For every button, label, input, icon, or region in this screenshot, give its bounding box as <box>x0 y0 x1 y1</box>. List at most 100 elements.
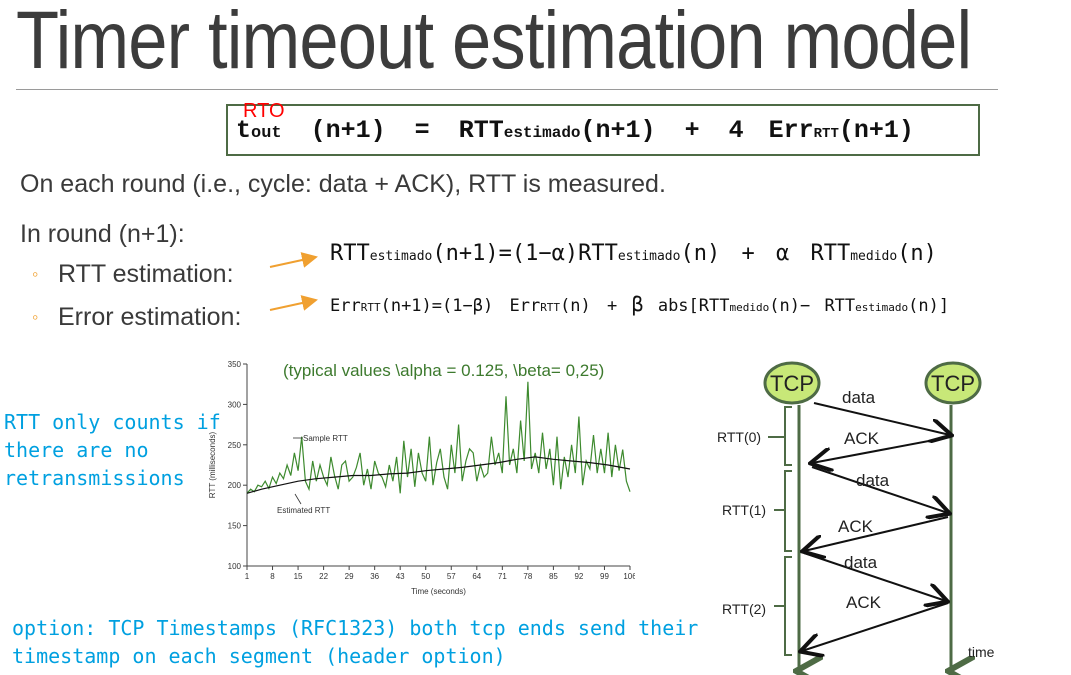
err-abs: abs[RTT <box>657 296 730 316</box>
rtt1-bracket <box>784 470 792 552</box>
x-tick-label: 92 <box>574 572 583 581</box>
err-t3: RTT <box>824 296 856 316</box>
rtt-t2-sub: medido <box>850 249 898 264</box>
err-t3-arg: (n)] <box>908 296 950 316</box>
x-tick-label: 29 <box>345 572 354 581</box>
x-tick-label: 1 <box>245 572 250 581</box>
x-tick-label: 78 <box>523 572 532 581</box>
formula-factor: 4 <box>728 116 744 145</box>
retransmission-note-line: RTT only counts if <box>4 410 221 434</box>
err-lhs-arg: (n+1) <box>380 296 432 316</box>
orange-arrows <box>269 252 318 311</box>
formula-arg1: (n+1) <box>310 116 386 145</box>
err-coef: (1−β) <box>442 296 494 316</box>
err-beta: β <box>631 292 644 316</box>
message-data <box>811 466 948 513</box>
message-data-label: data <box>842 388 876 407</box>
message-ack-label: ACK <box>844 429 880 448</box>
legend-sample-rtt: Sample RTT <box>303 434 348 443</box>
x-tick-label: 43 <box>396 572 405 581</box>
err-t1-arg: (n) <box>560 296 591 316</box>
message-ack <box>812 436 951 463</box>
rtt-estimation-formula: RTTestimado(n+1)=(1−α)RTTestimado(n) + α… <box>330 241 937 266</box>
err-abs-sub: medido <box>729 301 770 314</box>
series-line-estimated-rtt <box>246 456 631 494</box>
y-tick-label: 100 <box>228 562 242 571</box>
chart-annotation: (typical values \alpha = 0.125, \beta= 0… <box>283 361 604 380</box>
x-ticks: 1 8 15 22 29 36 43 50 57 64 71 78 85 92 99 106 <box>245 566 635 581</box>
formula-err-sub: RTT <box>813 126 839 142</box>
x-tick-label: 64 <box>472 572 481 581</box>
timestamps-note: option: TCP Timestamps (RFC1323) both tc… <box>12 614 698 670</box>
x-tick-label: 106 <box>623 572 635 581</box>
rtt-alpha: α <box>775 241 790 266</box>
rtt-t1: RTT <box>578 241 618 266</box>
message-data <box>803 552 946 601</box>
slide-title: Timer timeout estimation model <box>16 0 972 86</box>
arrow-to-err-formula <box>269 295 318 311</box>
x-tick-label: 50 <box>421 572 430 581</box>
formula-plus: + <box>684 116 700 145</box>
timeout-formula-box <box>226 104 980 156</box>
rtt-lhs: RTT <box>330 241 370 266</box>
message-data <box>813 402 950 435</box>
message-data-label: data <box>844 553 878 572</box>
x-tick-label: 99 <box>600 572 609 581</box>
y-tick-label: 150 <box>228 522 242 531</box>
text-line-round-n1: In round (n+1): <box>20 220 185 248</box>
retransmission-note-line: there are no <box>4 438 149 462</box>
bullet-marker-icon: ◦ <box>32 264 39 284</box>
bullet-rtt-estimation: RTT estimation: <box>58 260 234 288</box>
x-tick-label: 15 <box>294 572 303 581</box>
rtt-lhs-sub: estimado <box>369 249 433 264</box>
timestamps-note-line: timestamp on each segment (header option… <box>12 644 506 668</box>
text-line-rounds: On each round (i.e., cycle: data + ACK),… <box>20 170 666 198</box>
x-tick-label: 71 <box>498 572 507 581</box>
rtt2-label: RTT(2) <box>722 601 766 617</box>
time-axis-label: time <box>968 644 995 660</box>
formula-arg3: (n+1) <box>838 116 914 145</box>
rtt0-bracket <box>784 406 792 466</box>
rtt-coef: (1−α) <box>511 241 579 266</box>
tcp-node-right-label: TCP <box>931 371 975 396</box>
y-axis-label: RTT (milliseconds) <box>208 431 217 498</box>
y-tick-label: 250 <box>228 441 242 450</box>
x-tick-label: 85 <box>549 572 558 581</box>
rtt-t2: RTT <box>810 241 851 266</box>
formula-t: t <box>236 116 252 145</box>
error-estimation-formula: ErrRTT(n+1)=(1−β) ErrRTT(n) + β abs[RTTm… <box>330 292 949 316</box>
tcp-node-left-label: TCP <box>770 371 814 396</box>
rtt2-bracket <box>784 556 792 656</box>
estimated-rtt-leader <box>294 493 302 505</box>
rtt0-label: RTT(0) <box>717 429 761 445</box>
retransmission-note-line: retransmissions <box>4 466 185 490</box>
err-abs-mid: (n)− <box>769 296 811 316</box>
x-tick-label: 57 <box>447 572 456 581</box>
rtt-eq: = <box>498 241 512 266</box>
formula-rtt-sub: estimado <box>503 124 581 142</box>
rto-label: RTO <box>243 100 285 122</box>
y-ticks: 100 150 200 250 300 350 <box>228 360 247 571</box>
bullet-error-estimation: Error estimation: <box>58 303 242 331</box>
formula-eq: = <box>414 116 430 145</box>
retransmission-note: RTT only counts if there are no retransm… <box>4 408 221 492</box>
rtt-t1-sub: estimado <box>617 249 681 264</box>
title-divider <box>16 89 998 90</box>
err-lhs-sub: RTT <box>360 301 381 314</box>
bullet-marker-icon: ◦ <box>32 307 39 327</box>
tcp-node-left <box>763 361 821 405</box>
rtt-t1-arg: (n) <box>680 241 721 266</box>
rtt-sequence-diagram: TCP TCP data ACK data ACK data ACK RTT(0… <box>717 361 995 675</box>
formula-err: Err <box>768 116 814 145</box>
series-line-sample-rtt <box>246 381 631 494</box>
err-t3-sub: estimado <box>855 301 909 314</box>
message-ack-label: ACK <box>846 593 882 612</box>
message-ack <box>804 516 949 551</box>
y-tick-label: 350 <box>228 360 242 369</box>
formula-arg2: (n+1) <box>580 116 656 145</box>
err-eq: = <box>431 296 443 316</box>
err-lhs: Err <box>330 296 361 316</box>
err-t1-sub: RTT <box>540 301 561 314</box>
rtt-plus: + <box>741 241 755 266</box>
x-tick-label: 8 <box>270 572 275 581</box>
